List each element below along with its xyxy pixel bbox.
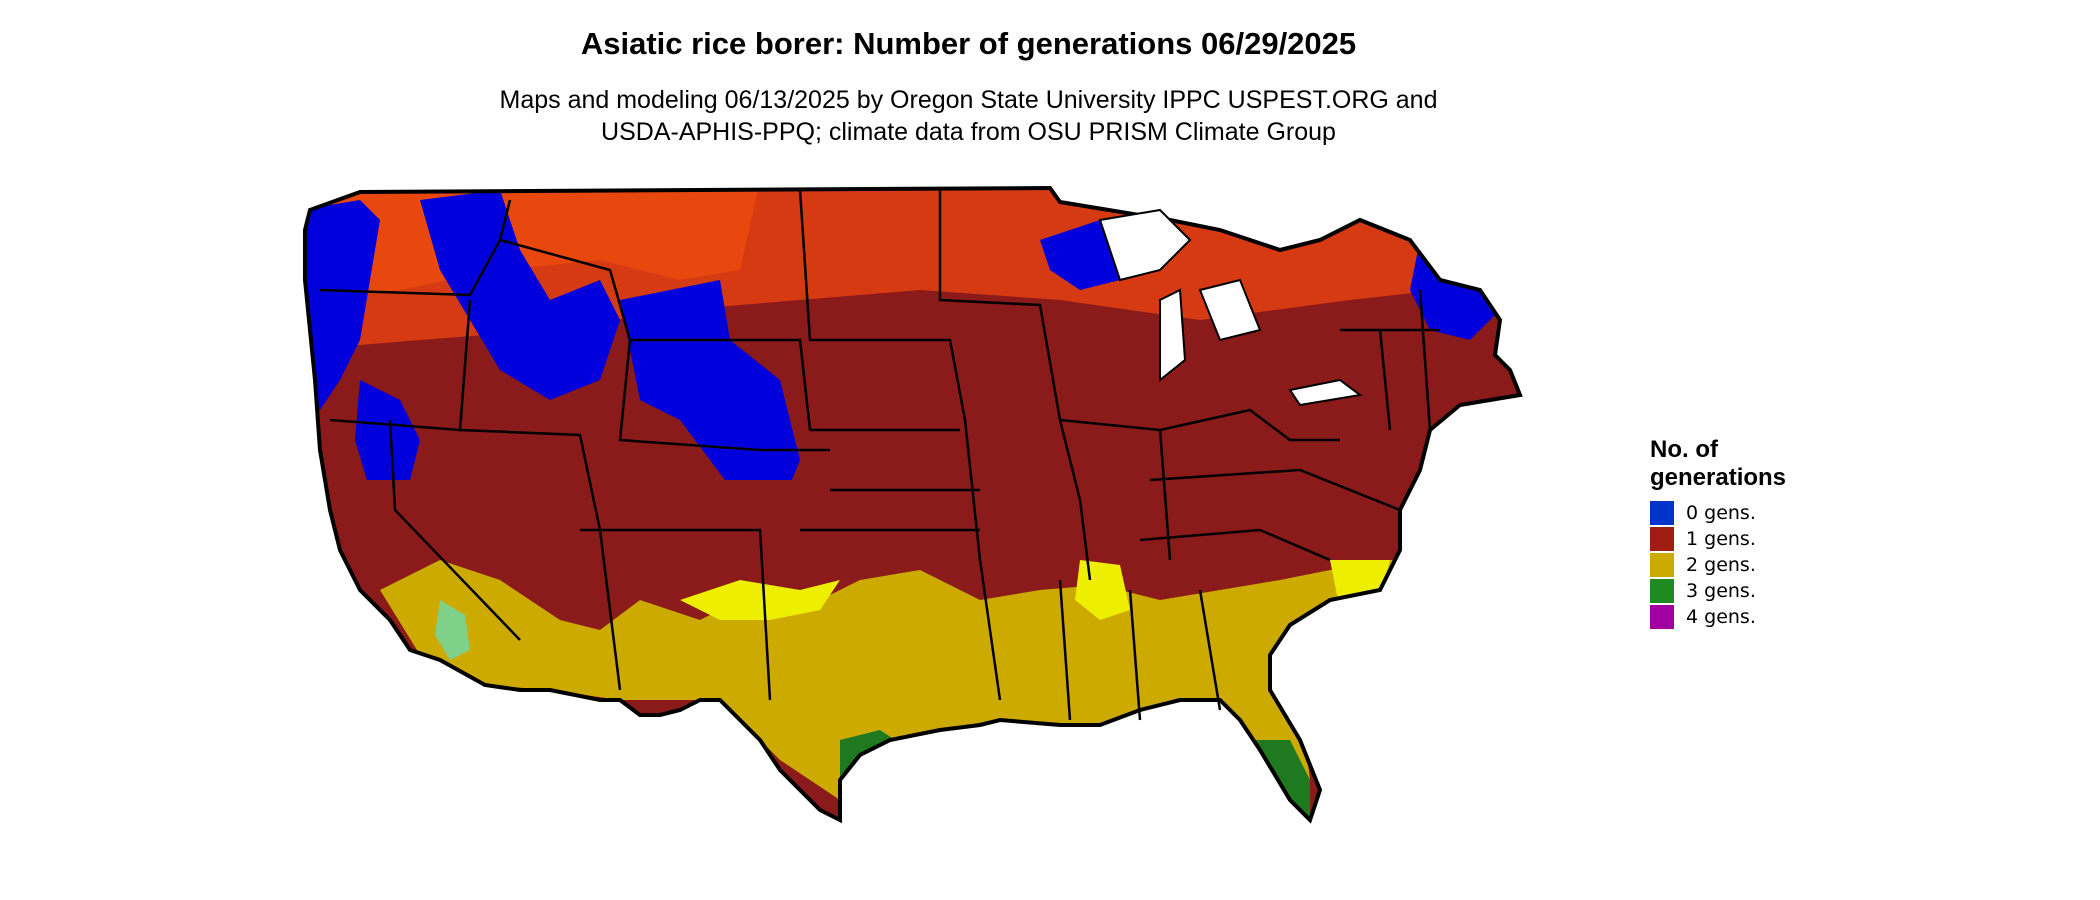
lake-michigan: [1159, 288, 1187, 383]
subtitle-line-2: USDA-APHIS-PPQ; climate data from OSU PR…: [601, 118, 1336, 146]
border-ohio-valley: [1139, 468, 1401, 562]
legend-swatch: [1650, 527, 1674, 551]
zone-0-gen-wyoming-colorado: [620, 280, 800, 510]
map-subtitle: Maps and modeling 06/13/2025 by Oregon S…: [0, 84, 1937, 148]
map-title: Asiatic rice borer: Number of generation…: [580, 26, 1357, 61]
legend-label: 3 gens.: [1686, 580, 1756, 602]
legend-swatch: [1650, 553, 1674, 577]
border-wy-co: [618, 339, 830, 452]
border-deep-south: [978, 559, 1222, 721]
lake-superior: [1098, 208, 1192, 282]
legend-label: 0 gens.: [1686, 502, 1756, 524]
border-wa-or: [319, 199, 512, 297]
lake-erie: [1288, 378, 1363, 407]
legend-swatch: [1650, 501, 1674, 525]
us-map: [300, 180, 1620, 900]
lake-huron: [1198, 278, 1262, 342]
legend-item: 3 gens.: [1650, 578, 1786, 604]
legend-item: 4 gens.: [1650, 604, 1786, 630]
legend-item: 1 gens.: [1650, 526, 1786, 552]
map-svg: [303, 186, 1522, 822]
zone-0-gen-cascades: [305, 200, 380, 420]
legend-swatch: [1650, 605, 1674, 629]
border-az-nm: [580, 528, 772, 701]
border-new-england: [1340, 289, 1440, 431]
state-borders: [319, 189, 1440, 721]
zone-1-gen-northwest-orange: [305, 188, 760, 300]
zone-0-gen-northern-rockies: [420, 190, 620, 400]
zone-2-gen-south: [380, 560, 1420, 820]
legend-item: 0 gens.: [1650, 500, 1786, 526]
border-ca-nv: [388, 419, 521, 641]
border-nv-ut-az: [459, 428, 622, 691]
legend: No. of generations 0 gens. 1 gens. 2 gens.…: [1650, 436, 1786, 630]
zone-2-gen-light-texas: [680, 580, 840, 620]
legend-label: 4 gens.: [1686, 606, 1756, 628]
legend-label: 2 gens.: [1686, 554, 1756, 576]
subtitle-line-1: Maps and modeling 06/13/2025 by Oregon S…: [499, 86, 1438, 114]
zone-0-gen-sierra: [355, 380, 420, 510]
border-great-lakes: [1059, 408, 1340, 561]
border-plains-rows: [800, 428, 980, 532]
legend-label: 1 gens.: [1686, 528, 1756, 550]
legend-title: No. of generations: [1650, 436, 1787, 491]
border-mn-ia-mo: [938, 190, 1092, 581]
legend-item: 2 gens.: [1650, 552, 1786, 578]
zone-3-gen-south-texas: [840, 730, 910, 820]
legend-swatch: [1650, 579, 1674, 603]
zone-3-gen-desert: [435, 600, 470, 660]
border-dakotas-ne-ks: [798, 189, 982, 561]
legend-items: 0 gens. 1 gens. 2 gens. 3 gens. 4 gens.: [1650, 500, 1786, 630]
